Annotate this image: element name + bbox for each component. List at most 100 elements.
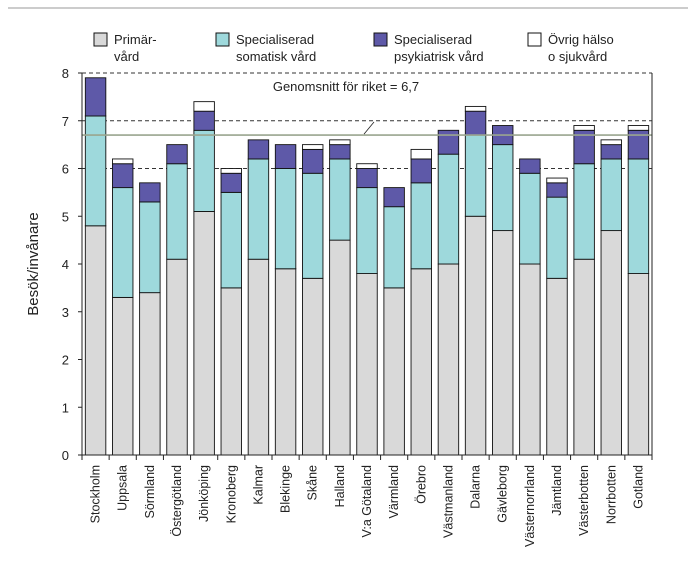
bar-segment-16-2 (492, 144, 514, 232)
category-label: V:a Götaland (360, 465, 374, 538)
legend-label: o sjukvård (548, 49, 607, 64)
y-tick-label: 7 (62, 114, 69, 129)
bar-segment-13-1 (410, 268, 432, 456)
bar-group-21 (627, 125, 650, 456)
bar-segment-6-2 (220, 191, 242, 289)
bar-segment-3-3 (139, 182, 161, 203)
bar-segment-18-1 (546, 277, 568, 456)
bar-segment-19-1 (573, 258, 595, 456)
bar-segment-13-3 (410, 158, 432, 184)
bar-segment-6-1 (220, 287, 242, 456)
bar-group-18 (546, 177, 568, 456)
category-label: Västmanland (441, 465, 455, 538)
bar-group-17 (519, 158, 541, 456)
category-label: Östergötland (170, 465, 184, 537)
bar-segment-5-1 (193, 211, 215, 456)
category-label: Kronoberg (224, 465, 238, 523)
category-label: Gotland (631, 465, 645, 509)
legend-item-2: Specialiserad somatisk vård (215, 32, 316, 64)
bar-group-19 (573, 125, 595, 456)
bar-segment-5-2 (193, 129, 215, 212)
legend-label: psykiatrisk vård (394, 49, 484, 64)
bars (84, 77, 650, 456)
axes (81, 73, 653, 460)
legend-label: Specialiserad (394, 32, 472, 47)
bar-segment-7-3 (247, 139, 270, 160)
reference-line-group: Genomsnitt för riket = 6,7 (82, 79, 652, 136)
bar-segment-15-1 (464, 215, 487, 456)
bar-segment-19-2 (573, 163, 595, 260)
bar-segment-6-4 (220, 168, 242, 174)
bar-segment-7-2 (247, 158, 270, 260)
bar-segment-5-4 (193, 101, 215, 112)
bar-segment-11-4 (356, 163, 378, 169)
bar-group-8 (274, 144, 297, 456)
bar-group-14 (437, 129, 460, 456)
bar-segment-9-4 (302, 144, 324, 150)
bar-segment-5-3 (193, 110, 215, 131)
category-label: Kalmar (251, 465, 265, 505)
bar-segment-17-1 (519, 263, 541, 456)
bar-segment-17-2 (519, 172, 541, 265)
bar-segment-14-3 (437, 129, 460, 155)
category-label: Halland (333, 465, 347, 507)
bar-segment-20-2 (600, 158, 622, 232)
y-tick-label: 6 (62, 162, 69, 177)
bar-segment-2-1 (112, 296, 134, 456)
bar-segment-14-1 (437, 263, 460, 456)
average-label: Genomsnitt för riket = 6,7 (273, 79, 419, 94)
bar-group-2 (112, 158, 134, 456)
legend-item-4: Övrig hälso o sjukvård (527, 32, 614, 64)
bar-segment-21-1 (627, 273, 650, 456)
bar-segment-12-1 (383, 287, 405, 456)
bar-segment-17-3 (519, 158, 541, 174)
bar-segment-21-4 (627, 125, 650, 131)
bar-segment-21-2 (627, 158, 650, 274)
bar-segment-13-2 (410, 182, 432, 270)
bar-segment-7-1 (247, 258, 270, 456)
bar-segment-10-1 (329, 239, 351, 456)
category-label: Jönköping (197, 465, 211, 522)
bar-group-15 (464, 105, 487, 456)
y-tick-label: 4 (62, 257, 69, 272)
bar-segment-20-3 (600, 144, 622, 160)
y-tick-label: 5 (62, 209, 69, 224)
average-label-leader (363, 121, 375, 135)
category-label: Gävleborg (496, 465, 510, 523)
bar-segment-15-2 (464, 134, 487, 217)
category-label: Värmland (387, 465, 401, 519)
bar-segment-11-2 (356, 187, 378, 275)
legend-label: Specialiserad (236, 32, 314, 47)
bar-segment-18-4 (546, 177, 568, 184)
legend-label: Övrig hälso (548, 32, 614, 47)
bar-segment-3-1 (139, 292, 161, 456)
bar-segment-4-1 (166, 258, 188, 456)
bar-segment-10-4 (329, 139, 351, 146)
category-label: Uppsala (116, 465, 130, 511)
bar-segment-20-4 (600, 139, 622, 146)
legend-item-3: Specialiserad psykiatrisk vård (373, 32, 484, 64)
legend-label: vård (114, 49, 139, 64)
bar-segment-19-4 (573, 125, 595, 131)
category-label: Blekinge (279, 465, 293, 513)
bar-segment-2-4 (112, 158, 134, 165)
legend-swatch (215, 32, 230, 47)
bar-segment-8-1 (274, 268, 297, 456)
bar-group-13 (410, 148, 432, 456)
bar-segment-1-3 (84, 77, 107, 117)
legend-swatch (527, 32, 542, 47)
bar-segment-3-2 (139, 201, 161, 294)
legend-swatch (93, 32, 108, 47)
bar-segment-12-2 (383, 206, 405, 289)
bar-group-10 (329, 139, 351, 456)
legend-item-1: Primär-vård (93, 32, 157, 64)
bar-segment-1-2 (84, 115, 107, 227)
y-axis-title: Besök/invånare (25, 212, 42, 315)
bar-group-5 (193, 101, 215, 456)
legend-label: somatisk vård (236, 49, 316, 64)
y-tick-labels: 0 1 2 3 4 5 6 7 8 (62, 66, 82, 463)
bar-segment-2-2 (112, 187, 134, 298)
y-tick-label: 8 (62, 66, 69, 81)
legend-label: Primär- (114, 32, 157, 47)
